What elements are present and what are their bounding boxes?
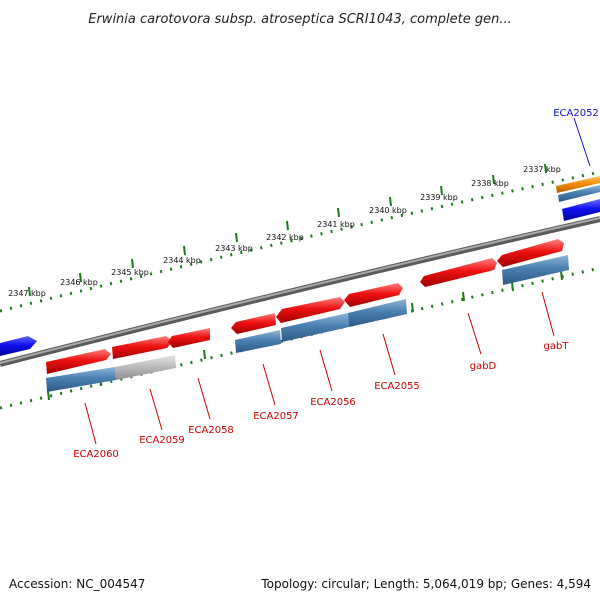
gene-arrow-gabd xyxy=(420,258,497,287)
cds-gabt xyxy=(502,255,569,285)
tick-mark xyxy=(511,281,514,292)
cds-bars xyxy=(46,255,569,392)
gene-arrow-eca2052-orange xyxy=(556,176,600,193)
cds-eca2059 xyxy=(115,355,176,380)
gene-label-eca2052[interactable]: ECA2052 xyxy=(553,108,599,119)
tick-label: 2347 kbp xyxy=(8,289,46,298)
leader-eca2055 xyxy=(382,333,396,376)
leader-gabd xyxy=(467,312,482,355)
tick-label: 2346 kbp xyxy=(60,278,98,287)
leader-eca2056 xyxy=(319,349,333,392)
tick-label: 2343 kbp xyxy=(215,244,253,253)
gene-arrow-eca2060 xyxy=(46,349,111,374)
tick-ruler-upper: 2337 kbp 2338 kbp 2339 kbp 2340 kbp 2341… xyxy=(0,163,600,313)
gene-label-eca2059[interactable]: ECA2059 xyxy=(139,435,185,446)
tick-mark xyxy=(131,258,134,269)
gene-label-eca2056[interactable]: ECA2056 xyxy=(310,397,356,408)
tick-label: 2344 kbp xyxy=(163,256,201,265)
cds-eca2057 xyxy=(235,330,281,353)
gene-labels: ECA2052 gabT gabD ECA2055 ECA2056 ECA205… xyxy=(73,108,599,460)
map-title: Erwinia carotovora subsp. atroseptica SC… xyxy=(88,12,511,27)
tick-mark xyxy=(492,174,495,185)
tick-label: 2342 kbp xyxy=(266,233,304,242)
genome-backbone xyxy=(0,216,600,367)
tick-label: 2339 kbp xyxy=(420,193,458,202)
leader-eca2059 xyxy=(149,388,163,431)
cds-eca2055 xyxy=(348,299,407,327)
gene-arrow-eca2057 xyxy=(231,313,276,334)
gene-arrow-left-edge xyxy=(0,336,37,356)
label-leaders xyxy=(84,117,591,445)
gene-label-eca2060[interactable]: ECA2060 xyxy=(73,449,119,460)
gene-arrow-eca2055 xyxy=(344,283,403,307)
tick-label: 2338 kbp xyxy=(471,179,509,188)
cds-eca2056 xyxy=(281,313,349,342)
gene-arrow-eca2058 xyxy=(168,328,210,348)
leader-gabt xyxy=(541,291,555,337)
tick-mark xyxy=(462,291,465,302)
tick-label: 2337 kbp xyxy=(523,165,561,174)
gene-label-eca2058[interactable]: ECA2058 xyxy=(188,425,234,436)
genome-summary-text: Topology: circular; Length: 5,064,019 bp… xyxy=(261,577,591,591)
tick-label: 2340 kbp xyxy=(369,206,407,215)
gene-arrows-forward xyxy=(46,239,564,374)
tick-label: 2341 kbp xyxy=(317,220,355,229)
gene-label-gabt[interactable]: gabT xyxy=(544,341,570,352)
tick-mark xyxy=(560,270,563,281)
gene-label-eca2055[interactable]: ECA2055 xyxy=(374,381,420,392)
leader-eca2052 xyxy=(573,117,591,167)
leader-eca2057 xyxy=(262,363,276,406)
cds-eca2060 xyxy=(46,367,116,392)
tick-mark xyxy=(79,272,82,283)
leader-eca2058 xyxy=(197,377,211,420)
gene-arrow-eca2052-blue xyxy=(562,199,600,221)
tick-mark xyxy=(544,163,547,174)
tick-label: 2345 kbp xyxy=(111,268,149,277)
gene-features-upper xyxy=(0,176,600,356)
gene-arrow-eca2056 xyxy=(276,297,345,323)
tick-mark xyxy=(337,207,340,218)
tick-mark xyxy=(47,390,50,401)
tick-mark xyxy=(183,245,186,256)
tick-mark xyxy=(203,349,206,360)
tick-mark xyxy=(235,232,238,243)
gene-cds-eca2052 xyxy=(558,185,600,202)
gene-label-eca2057[interactable]: ECA2057 xyxy=(253,411,299,422)
tick-mark xyxy=(389,196,392,207)
tick-mark xyxy=(440,185,443,196)
tick-mark xyxy=(286,220,289,231)
leader-eca2060 xyxy=(84,402,97,445)
tick-mark xyxy=(411,302,414,313)
gene-label-gabd[interactable]: gabD xyxy=(470,361,497,372)
accession-text: Accession: NC_004547 xyxy=(9,577,146,591)
tick-mark xyxy=(28,286,31,297)
gene-arrow-eca2059 xyxy=(112,336,173,359)
gene-arrow-gabt xyxy=(497,239,564,267)
